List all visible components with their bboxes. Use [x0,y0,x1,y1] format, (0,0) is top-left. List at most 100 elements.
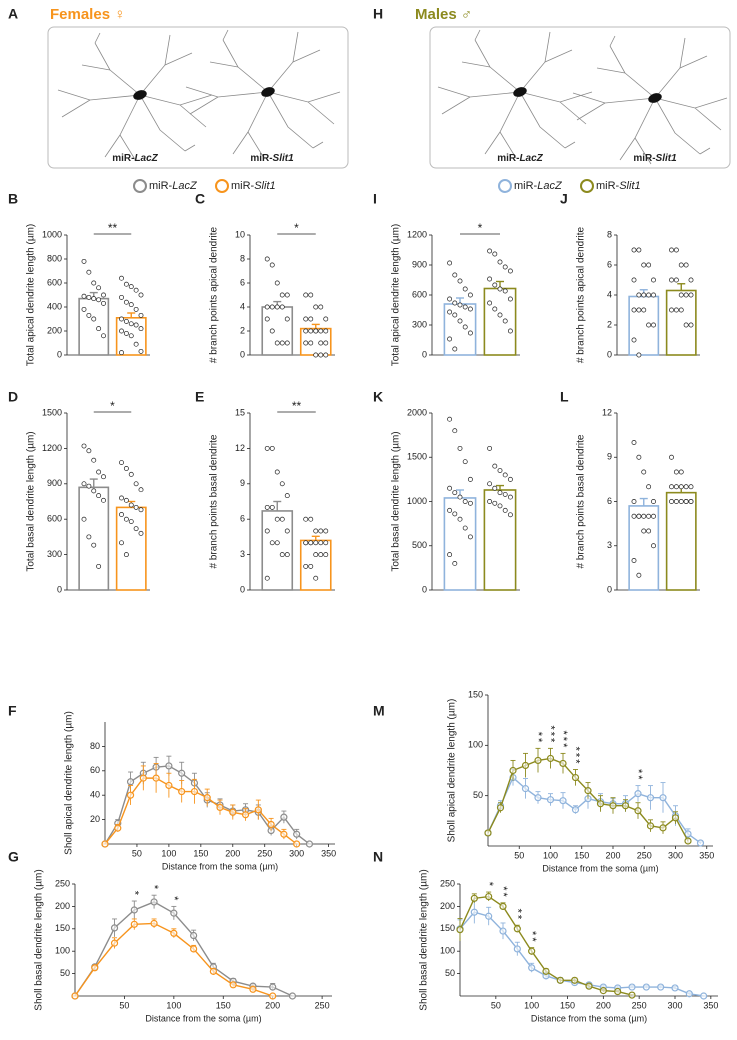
data-point [646,292,652,298]
legend-marker [215,179,229,193]
significance-label: ** [108,221,118,235]
y-tick-label: 1000 [407,496,427,506]
data-point [462,499,468,504]
series-marker [229,808,237,816]
data-point [133,504,139,510]
x-axis-label: Distance from the soma (µm) [542,863,658,873]
y-tick-label: 200 [440,901,455,911]
x-tick-label: 50 [514,850,524,860]
series-marker [178,769,186,777]
data-point [497,490,503,496]
data-point [673,499,679,504]
series-marker [700,992,708,1000]
data-point [678,484,684,490]
data-point [631,558,637,563]
x-tick-label: 50 [119,1000,129,1010]
series-marker [634,790,642,798]
series-marker [528,964,536,972]
series-marker [628,991,636,999]
series-marker [585,982,593,990]
data-point [123,318,129,324]
data-point [467,534,473,540]
data-point [462,304,468,310]
significance-label: * [483,882,495,888]
x-tick-label: 200 [605,850,620,860]
y-tick-label: 0 [607,584,612,594]
data-point [641,307,647,313]
data-point [119,316,124,322]
series-marker [546,754,555,763]
x-tick-label: 100 [543,850,558,860]
data-point [651,513,656,519]
y-tick-label: 150 [440,923,455,933]
series-line [104,777,298,845]
panel-letter: J [560,191,568,207]
data-point [123,516,129,522]
data-point [323,316,329,322]
data-point [119,294,124,300]
data-point [502,491,508,497]
series-marker [659,794,667,802]
y-tick-label: 100 [468,740,483,750]
data-point [303,292,309,298]
data-point [497,259,503,265]
x-tick-label: 150 [574,850,589,860]
series-marker [621,802,630,810]
data-point [678,307,684,313]
data-point [274,540,280,546]
panel-letter: B [8,191,18,207]
data-point [128,321,134,327]
bar [443,497,477,591]
data-point [81,293,87,299]
y-tick-label: 1000 [42,229,62,239]
series-marker [101,840,109,848]
significance-label: ** [526,931,538,944]
series-marker [130,906,138,914]
data-point [457,278,463,284]
data-point [269,504,275,510]
data-point [467,292,473,298]
section-title: Females ♀ [50,6,125,23]
data-point [284,316,290,322]
series-marker [150,919,158,928]
data-point [313,575,319,581]
data-point [308,563,314,569]
data-point [497,468,503,473]
y-tick-label: 0 [240,349,245,359]
data-point [631,307,637,313]
series-marker [659,824,667,832]
series-marker [534,756,542,765]
data-point [133,306,139,312]
y-tick-label: 50 [60,968,70,978]
data-point [318,528,324,534]
data-point [313,528,319,534]
y-tick-label: 1200 [42,443,62,453]
series-marker [470,894,478,902]
x-tick-label: 200 [596,1000,611,1010]
y-tick-label: 4 [240,301,245,311]
data-point [688,277,694,283]
data-point [308,316,314,322]
series-marker [499,927,507,935]
series-marker [165,781,173,790]
data-point [86,448,92,454]
data-point [462,525,468,531]
y-tick-label: 100 [55,946,70,956]
data-point [128,333,134,339]
data-point [138,292,144,298]
y-tick-label: 0 [57,584,62,594]
data-point [279,481,285,487]
series-marker [646,822,655,830]
data-point [128,471,134,477]
data-point [631,440,637,445]
series-marker [485,892,493,901]
data-point [502,507,508,513]
y-tick-label: 6 [240,277,245,287]
data-point [678,292,684,298]
data-point [688,292,694,298]
series-marker [646,794,655,802]
y-tick-label: 6 [607,496,612,506]
data-point [96,563,102,569]
series-marker [513,925,521,933]
y-tick-label: 3 [607,540,612,550]
